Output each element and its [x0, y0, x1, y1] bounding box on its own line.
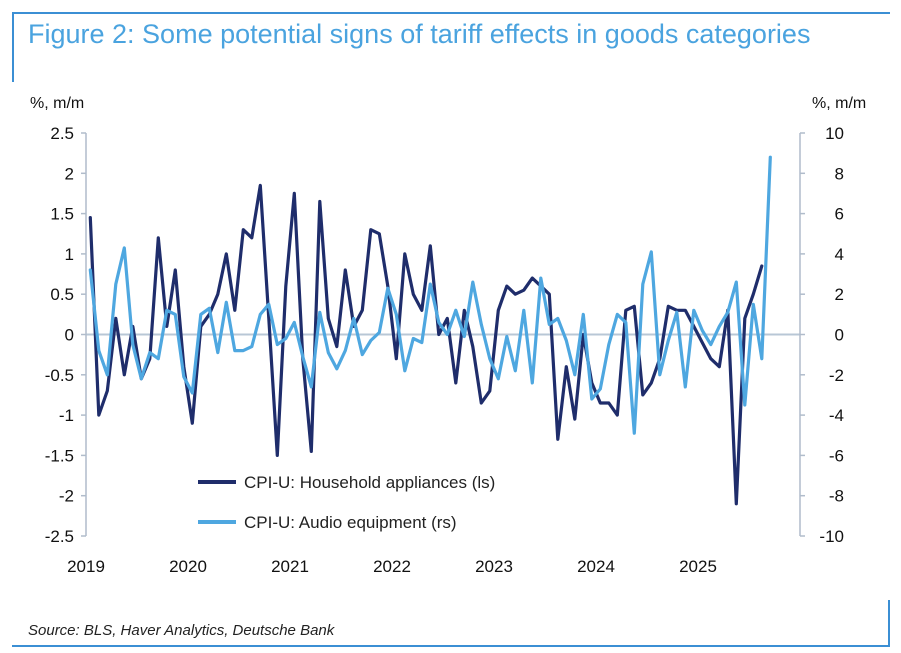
left-tick-label: 0	[65, 326, 74, 345]
right-tick-label: -4	[829, 406, 844, 425]
source-note: Source: BLS, Haver Analytics, Deutsche B…	[28, 622, 335, 639]
x-tick-label: 2019	[67, 557, 105, 576]
x-tick-label: 2024	[577, 557, 615, 576]
x-tick-label: 2020	[169, 557, 207, 576]
left-tick-label: 2	[65, 164, 74, 183]
left-tick-label: -1.5	[45, 446, 74, 465]
legend-label: CPI-U: Audio equipment (rs)	[244, 513, 457, 532]
right-tick-label: 0	[835, 326, 844, 345]
x-tick-label: 2023	[475, 557, 513, 576]
frame-right-rule	[888, 600, 890, 647]
x-tick-label: 2021	[271, 557, 309, 576]
frame-bottom-rule	[12, 645, 890, 647]
left-tick-label: -2.5	[45, 527, 74, 546]
right-tick-label: 10	[825, 124, 844, 143]
right-tick-label: 8	[835, 164, 844, 183]
left-tick-label: 1	[65, 245, 74, 264]
series-line-household-appliances	[88, 183, 764, 506]
frame-left-rule	[12, 12, 14, 82]
x-tick-label: 2022	[373, 557, 411, 576]
x-tick-label: 2025	[679, 557, 717, 576]
left-tick-label: -0.5	[45, 366, 74, 385]
series-line-audio-equipment	[88, 155, 772, 435]
left-tick-label: 0.5	[50, 285, 74, 304]
right-tick-label: 2	[835, 285, 844, 304]
legend-label: CPI-U: Household appliances (ls)	[244, 473, 495, 492]
chart-title: Figure 2: Some potential signs of tariff…	[28, 19, 811, 49]
left-tick-label: -1	[59, 406, 74, 425]
left-tick-label: -2	[59, 487, 74, 506]
right-tick-label: 4	[835, 245, 844, 264]
right-axis-label: %, m/m	[812, 95, 866, 112]
right-tick-label: -6	[829, 446, 844, 465]
left-tick-label: 1.5	[50, 205, 74, 224]
frame-top-rule	[12, 12, 890, 14]
left-axis-label: %, m/m	[30, 95, 84, 112]
left-tick-label: 2.5	[50, 124, 74, 143]
right-tick-label: -2	[829, 366, 844, 385]
right-tick-label: -10	[819, 527, 844, 546]
right-tick-label: -8	[829, 487, 844, 506]
right-tick-label: 6	[835, 205, 844, 224]
